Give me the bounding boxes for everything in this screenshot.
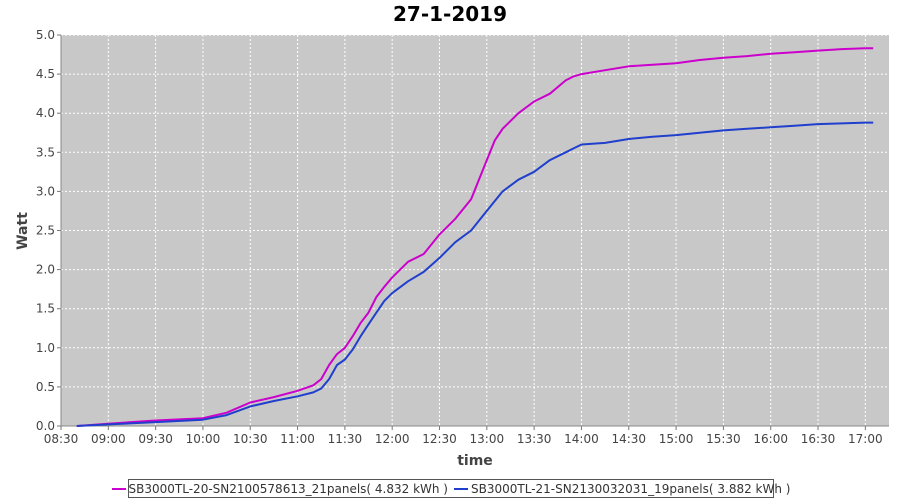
x-tick-label: 09:30 (138, 432, 173, 446)
y-tick-label: 0.0 (36, 419, 55, 433)
legend-label-series-2: SB3000TL-21-SN2130032031_19panels( 3.882… (471, 481, 791, 496)
x-tick-label: 09:00 (91, 432, 126, 446)
x-tick-label: 14:30 (611, 432, 646, 446)
legend-swatch-series-2 (454, 487, 468, 490)
y-tick-label: 1.5 (36, 302, 55, 316)
x-tick-label: 11:00 (280, 432, 315, 446)
y-tick-label: 3.5 (36, 145, 55, 159)
x-tick-label: 14:00 (564, 432, 599, 446)
x-tick-label: 08:30 (44, 432, 79, 446)
x-tick-label: 10:30 (233, 432, 268, 446)
legend-item-series-1: SB3000TL-20-SN2100578613_21panels( 4.832… (111, 481, 448, 496)
y-tick-label: 2.5 (36, 224, 55, 238)
x-axis-label: time (457, 453, 493, 469)
y-axis-label: Watt (15, 212, 31, 250)
x-tick-label: 10:00 (186, 432, 221, 446)
y-tick-label: 2.0 (36, 263, 55, 277)
legend-swatch-series-1 (111, 487, 126, 490)
x-tick-label: 13:00 (470, 432, 505, 446)
legend-item-series-2: SB3000TL-21-SN2130032031_19panels( 3.882… (454, 482, 790, 496)
legend-label-series-1: SB3000TL-20-SN2100578613_21panels( 4.832… (128, 481, 448, 496)
x-tick-label: 12:30 (422, 432, 457, 446)
y-tick-label: 3.0 (36, 184, 55, 198)
y-tick-label: 0.5 (36, 380, 55, 394)
x-tick-label: 12:00 (375, 432, 410, 446)
y-tick-label: 4.0 (36, 106, 55, 120)
y-tick-label: 5.0 (36, 28, 55, 42)
series-line-1 (76, 47, 874, 427)
y-tick-label: 1.0 (36, 341, 55, 355)
x-tick-label: 17:00 (848, 432, 883, 446)
legend: SB3000TL-20-SN2100578613_21panels( 4.832… (111, 479, 790, 498)
x-tick-label: 15:30 (706, 432, 741, 446)
x-tick-label: 16:00 (753, 432, 788, 446)
x-tick-label: 13:30 (517, 432, 552, 446)
y-tick-label: 4.5 (36, 67, 55, 81)
series-line-2 (76, 121, 874, 427)
x-tick-label: 11:30 (328, 432, 363, 446)
chart-title: 27-1-2019 (392, 2, 507, 26)
x-tick-label: 15:00 (659, 432, 694, 446)
x-tick-label: 16:30 (801, 432, 836, 446)
